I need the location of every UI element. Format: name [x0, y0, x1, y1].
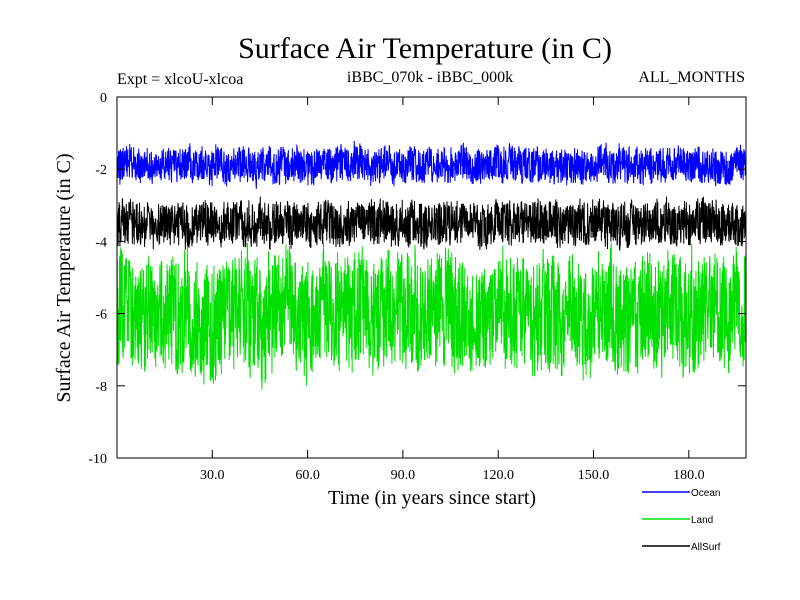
subtitle-center: iBBC_070k - iBBC_000k	[347, 69, 513, 86]
series-line-land	[116, 240, 747, 390]
x-tick-label: 120.0	[482, 468, 514, 483]
legend-label-ocean: Ocean	[691, 488, 720, 499]
x-tick-label: 180.0	[673, 468, 705, 483]
legend-label-land: Land	[691, 515, 713, 526]
chart-title: Surface Air Temperature (in C)	[238, 32, 612, 65]
y-tick-label: 0	[100, 91, 107, 106]
y-tick-label: -4	[95, 235, 107, 250]
x-axis-label: Time (in years since start)	[328, 487, 536, 509]
y-tick-label: -2	[95, 163, 107, 178]
y-axis-label: Surface Air Temperature (in C)	[53, 153, 75, 402]
subtitle-left: Expt = xlcoU-xlcoa	[117, 71, 243, 88]
legend: Ocean Land AllSurf	[642, 488, 721, 553]
series-line-ocean	[116, 141, 747, 190]
series-line-allsurf	[116, 196, 747, 251]
x-tick-label: 30.0	[200, 468, 225, 483]
plot-frame	[116, 96, 747, 459]
subtitle-right: ALL_MONTHS	[638, 69, 745, 86]
y-tick-label: -8	[95, 380, 107, 395]
x-tick-label: 60.0	[295, 468, 320, 483]
x-tick-label: 150.0	[578, 468, 610, 483]
y-tick-label: -10	[88, 452, 107, 467]
x-tick-label: 90.0	[391, 468, 416, 483]
y-tick-label: -6	[95, 308, 107, 323]
axes-group: 30.0 60.0 90.0 120.0 150.0 180.0 0 -2 -4 -6 -8 -10	[88, 91, 747, 483]
legend-label-allsurf: AllSurf	[691, 542, 721, 553]
series-group	[116, 141, 747, 390]
